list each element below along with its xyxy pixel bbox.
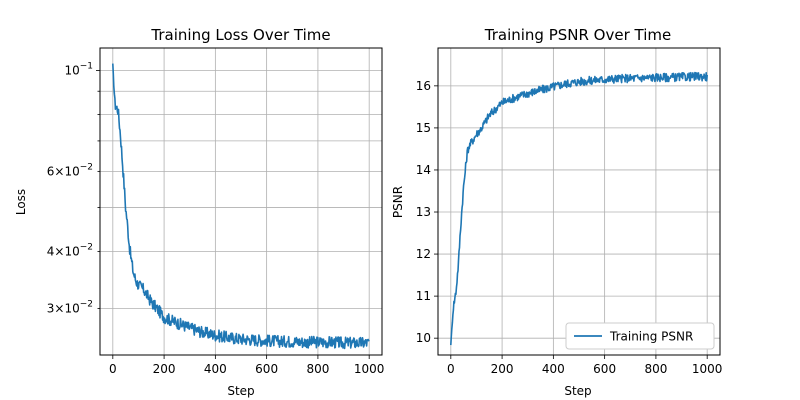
y-tick-label: 13 <box>416 205 431 219</box>
x-tick-label: 200 <box>491 362 514 376</box>
loss-chart: Training Loss Over Time Step Loss 0 200 40… <box>14 26 384 398</box>
legend: Training PSNR <box>565 322 715 350</box>
y-tick-label: 15 <box>416 121 431 135</box>
y-axis-label: PSNR <box>391 186 405 218</box>
x-tick-label: 0 <box>109 362 117 376</box>
y-tick-label: 10 <box>416 331 431 345</box>
x-tick-label: 1000 <box>692 362 723 376</box>
x-tick-label: 0 <box>447 362 455 376</box>
x-tick-label: 600 <box>593 362 616 376</box>
legend-box <box>565 322 715 350</box>
tick-label-base: 10 <box>64 63 79 77</box>
y-tick-label: 10−1 <box>64 61 93 77</box>
x-tick-label: 200 <box>153 362 176 376</box>
legend-label: Training PSNR <box>609 330 693 344</box>
axis-ticks: 0 200 400 600 800 1000 10 11 12 13 14 15 16 <box>416 79 723 376</box>
y-tick-label: 6×10−2 <box>47 162 93 178</box>
x-tick-label: 1000 <box>354 362 385 376</box>
x-tick-label: 400 <box>542 362 565 376</box>
y-tick-label: 12 <box>416 247 431 261</box>
tick-label-base: 3×10 <box>47 301 80 315</box>
y-tick-label: 3×10−2 <box>47 299 93 315</box>
x-axis-label: Step <box>564 384 591 398</box>
chart-title: Training Loss Over Time <box>150 26 330 44</box>
y-axis-label: Loss <box>14 189 28 215</box>
y-tick-label: 4×10−2 <box>47 243 93 259</box>
grid <box>100 48 382 355</box>
tick-label-exponent: −2 <box>80 243 93 253</box>
y-tick-label: 16 <box>416 79 431 93</box>
tick-label-base: 6×10 <box>47 164 80 178</box>
tick-label-base: 4×10 <box>47 245 80 259</box>
axes-frame <box>99 47 383 356</box>
plot-area <box>112 63 370 350</box>
chart-title: Training PSNR Over Time <box>484 26 672 44</box>
axes-frame <box>437 47 721 356</box>
x-tick-label: 400 <box>204 362 227 376</box>
grid <box>438 48 720 355</box>
tick-label-exponent: −2 <box>80 299 93 309</box>
x-tick-label: 800 <box>306 362 329 376</box>
series-line <box>450 71 708 346</box>
x-tick-label: 600 <box>255 362 278 376</box>
plot-area <box>450 71 708 346</box>
y-tick-label: 11 <box>416 289 431 303</box>
x-axis-label: Step <box>227 384 254 398</box>
y-tick-label: 14 <box>416 163 431 177</box>
x-tick-label: 800 <box>644 362 667 376</box>
series-line <box>112 63 370 350</box>
tick-label-exponent: −1 <box>80 61 93 71</box>
tick-label-exponent: −2 <box>80 162 93 172</box>
psnr-chart: Training PSNR Over Time Step PSNR 0 200 40… <box>391 26 722 398</box>
